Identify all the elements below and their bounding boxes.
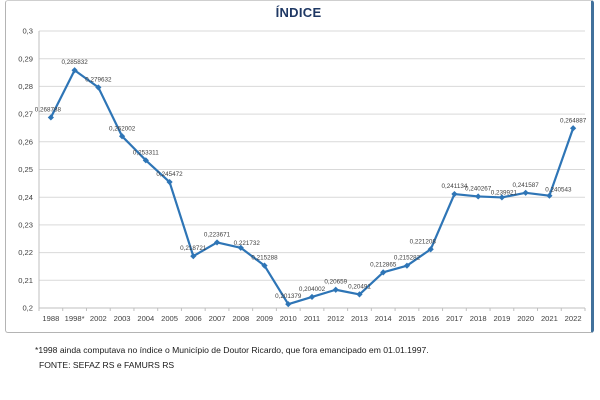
data-point-label: 0,223671: [204, 231, 231, 238]
x-tick-label: 2022: [565, 314, 582, 323]
y-tick-label: 0,27: [18, 110, 33, 119]
x-tick-label: 2002: [90, 314, 107, 323]
data-point-marker: [546, 192, 553, 199]
data-point-label: 0,262002: [109, 125, 136, 132]
x-tick-label: 2013: [351, 314, 368, 323]
y-tick-label: 0,21: [18, 276, 33, 285]
data-point-label: 0,279632: [85, 76, 112, 83]
y-tick-label: 0,26: [18, 137, 33, 146]
data-point-marker: [237, 244, 244, 251]
data-point-marker: [522, 189, 529, 196]
data-point-marker: [308, 293, 316, 301]
x-tick-label: 2005: [161, 314, 178, 323]
x-tick-label: 2016: [422, 314, 439, 323]
data-point-marker: [475, 193, 482, 200]
y-tick-label: 0,3: [22, 27, 33, 36]
data-point-label: 0,253311: [133, 149, 159, 156]
x-tick-label: 2011: [304, 314, 320, 323]
data-point-marker: [213, 239, 221, 246]
x-tick-label: 2015: [399, 314, 416, 323]
data-point-label: 0,221732: [234, 240, 261, 247]
y-tick-label: 0,29: [18, 54, 33, 63]
data-point-marker: [142, 157, 149, 164]
footnote-emancipation: *1998 ainda computava no índice o Municí…: [35, 345, 429, 355]
data-point-label: 0,20491: [348, 283, 371, 290]
x-tick-label: 2009: [256, 314, 273, 323]
data-point-label: 0,221208: [410, 238, 437, 245]
data-point-marker: [356, 291, 363, 298]
chart-title: ÍNDICE: [275, 5, 322, 20]
data-point-marker: [570, 125, 577, 132]
data-point-label: 0,285832: [61, 59, 88, 66]
data-point-label: 0,204002: [299, 286, 326, 293]
y-tick-label: 0,25: [18, 165, 33, 174]
x-tick-label: 2017: [446, 314, 463, 323]
data-point-marker: [427, 246, 434, 253]
x-tick-label: 2008: [232, 314, 249, 323]
data-point-label: 0,241134: [442, 183, 468, 190]
data-point-label: 0,241587: [513, 182, 540, 189]
x-tick-label: 1988: [42, 314, 59, 323]
data-point-marker: [498, 194, 506, 201]
data-point-label: 0,215288: [251, 255, 278, 262]
data-point-label: 0,201379: [275, 293, 302, 300]
chart-container: ÍNDICE 0,3 0,29 0,28 0,27 0,26 0,25 0,24 0,23 0,…: [5, 0, 594, 333]
data-point-marker: [118, 133, 126, 140]
data-point-marker: [47, 114, 54, 121]
x-tick-label: 2007: [209, 314, 226, 323]
x-tick-label: 2012: [327, 314, 344, 323]
x-tick-label: 2004: [137, 314, 154, 323]
data-point-label: 0,268788: [35, 106, 62, 113]
x-tick-label: 2020: [517, 314, 534, 323]
line-chart-plot: 0,3 0,29 0,28 0,27 0,26 0,25 0,24 0,23 0,22 0,21 0…: [18, 27, 587, 323]
x-tick-label: 2010: [280, 314, 297, 323]
data-point-label: 0,20659: [324, 279, 347, 286]
data-point-marker: [95, 84, 102, 91]
data-point-label: 0,264887: [560, 117, 587, 124]
data-point-marker: [332, 286, 339, 293]
x-tick-label: 1998*: [65, 314, 85, 323]
x-tick-label: 2014: [375, 314, 392, 323]
data-point-label: 0,245472: [156, 171, 183, 178]
footnote-source: FONTE: SEFAZ RS e FAMURS RS: [39, 360, 175, 370]
data-point-label: 0,212865: [370, 261, 397, 268]
data-point-label: 0,218721: [180, 245, 207, 252]
data-point-marker: [285, 301, 292, 308]
y-tick-label: 0,24: [18, 193, 33, 202]
y-tick-label: 0,23: [18, 221, 33, 230]
y-tick-label: 0,2: [22, 304, 33, 313]
data-point-label: 0,240543: [545, 187, 572, 194]
data-point-marker: [166, 178, 173, 186]
series-line: [49, 69, 575, 306]
data-point-marker: [190, 253, 197, 260]
data-point-marker: [451, 190, 458, 198]
footnotes: *1998 ainda computava no índice o Municí…: [35, 343, 429, 373]
y-tick-label: 0,28: [18, 82, 33, 91]
data-point-label: 0,240267: [465, 185, 492, 192]
data-point-label: 0,239921: [491, 189, 518, 196]
data-point-label: 0,215282: [394, 255, 421, 262]
y-tick-label: 0,22: [18, 248, 33, 257]
x-tick-label: 2003: [114, 314, 131, 323]
data-point-marker: [71, 67, 78, 74]
x-tick-label: 2021: [541, 314, 558, 323]
data-point-marker: [380, 269, 387, 276]
x-tick-label: 2019: [493, 314, 510, 323]
x-tick-label: 2006: [185, 314, 202, 323]
x-tick-label: 2018: [470, 314, 487, 323]
data-point-marker: [261, 262, 268, 269]
data-point-marker: [403, 262, 411, 269]
